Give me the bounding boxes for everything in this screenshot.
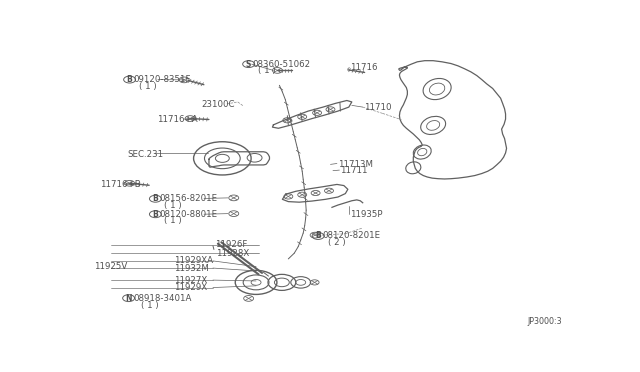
- Text: B: B: [152, 210, 158, 219]
- Text: 11925V: 11925V: [94, 262, 127, 271]
- Text: 08120-8801E: 08120-8801E: [159, 210, 218, 219]
- Text: 09120-8351F: 09120-8351F: [134, 75, 191, 84]
- Text: B: B: [152, 194, 158, 203]
- Text: ( 1 ): ( 1 ): [257, 67, 275, 76]
- Text: 11928X: 11928X: [216, 248, 250, 258]
- Text: JP3000:3: JP3000:3: [527, 317, 562, 326]
- Text: 11716+A: 11716+A: [157, 115, 198, 124]
- Text: 11932M: 11932M: [174, 264, 209, 273]
- Text: ( 2 ): ( 2 ): [328, 238, 346, 247]
- Text: ( 1 ): ( 1 ): [164, 201, 182, 209]
- Text: 11716+B: 11716+B: [100, 180, 141, 189]
- Text: 11926F: 11926F: [215, 240, 247, 249]
- Text: 11929X: 11929X: [174, 283, 207, 292]
- Text: ( 1 ): ( 1 ): [138, 82, 156, 91]
- Text: 08120-8201E: 08120-8201E: [322, 231, 380, 240]
- Text: SEC.231: SEC.231: [127, 150, 163, 158]
- Text: ( 1 ): ( 1 ): [164, 216, 182, 225]
- Text: 11710: 11710: [364, 103, 391, 112]
- Text: 08156-8201E: 08156-8201E: [159, 194, 218, 203]
- Text: 11929XA: 11929XA: [174, 256, 213, 265]
- Text: 08360-51062: 08360-51062: [253, 60, 311, 68]
- Text: 11716: 11716: [350, 63, 378, 72]
- Text: ( 1 ): ( 1 ): [141, 301, 158, 310]
- Text: N: N: [125, 294, 132, 303]
- Text: 11711: 11711: [340, 166, 368, 175]
- Text: S: S: [246, 60, 252, 68]
- Text: 11935P: 11935P: [350, 210, 383, 219]
- Text: 08918-3401A: 08918-3401A: [134, 294, 192, 303]
- Text: B: B: [316, 231, 321, 240]
- Text: 11713M: 11713M: [338, 160, 373, 169]
- Text: 23100C: 23100C: [202, 100, 235, 109]
- Text: B: B: [127, 75, 132, 84]
- Text: 11927X: 11927X: [174, 276, 207, 285]
